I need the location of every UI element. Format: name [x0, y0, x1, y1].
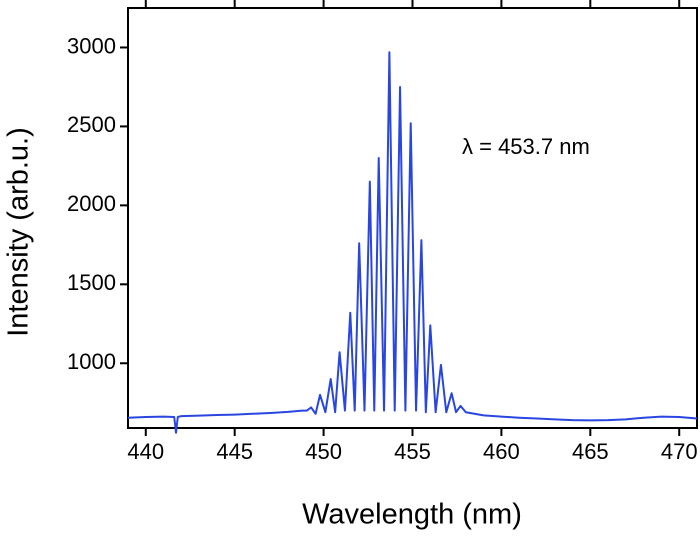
spectrum-line	[127, 51, 698, 434]
y-tick-label: 2500	[67, 112, 116, 137]
x-axis-title: Wavelength (nm)	[302, 499, 522, 531]
x-tick-label: 470	[661, 439, 698, 464]
y-tick-label: 3000	[67, 33, 116, 58]
y-tick-label: 1000	[67, 349, 116, 374]
x-tick-label: 455	[394, 439, 431, 464]
x-tick-label: 450	[305, 439, 342, 464]
y-tick-label: 1500	[67, 270, 116, 295]
x-tick-label: 445	[216, 439, 253, 464]
x-tick-label: 440	[127, 439, 164, 464]
x-tick-label: 465	[572, 439, 609, 464]
y-axis-title: Intensity (arb.u.)	[3, 127, 35, 337]
y-tick-label: 2000	[67, 191, 116, 216]
x-tick-label: 460	[483, 439, 520, 464]
annotation: λ = 453.7 nm	[462, 134, 590, 159]
